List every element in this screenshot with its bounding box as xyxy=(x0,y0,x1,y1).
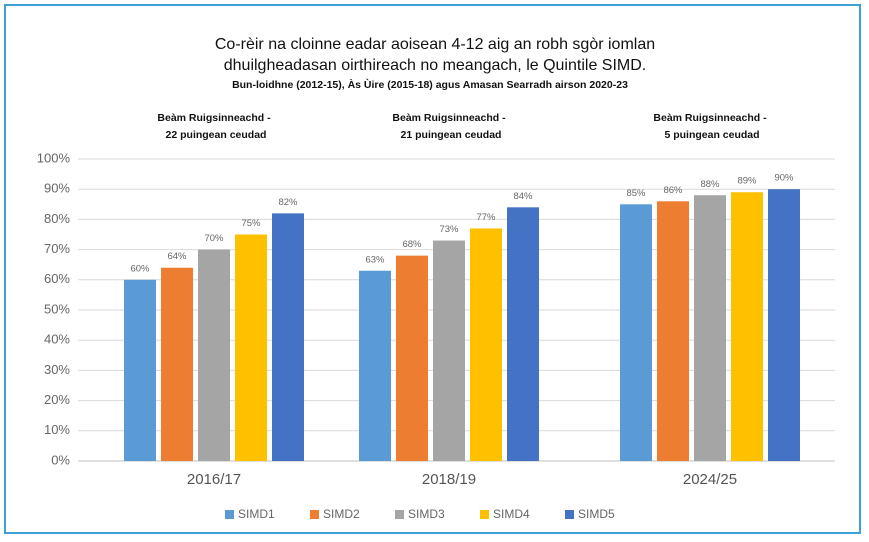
legend-swatch xyxy=(225,510,234,519)
value-label: 70% xyxy=(204,233,224,244)
y-tick-label: 90% xyxy=(44,181,70,196)
y-tick-label: 60% xyxy=(44,271,70,286)
y-tick-label: 10% xyxy=(44,422,70,437)
value-label: 90% xyxy=(774,173,794,184)
y-tick-label: 0% xyxy=(51,452,70,467)
y-tick-label: 40% xyxy=(44,332,70,347)
y-tick-label: 100% xyxy=(37,150,71,165)
value-label: 85% xyxy=(626,188,646,199)
bar xyxy=(235,234,267,461)
value-label: 68% xyxy=(402,239,422,250)
bar xyxy=(124,279,156,461)
y-tick-label: 50% xyxy=(44,301,70,316)
value-label: 82% xyxy=(278,197,298,208)
value-label: 88% xyxy=(700,179,720,190)
chart-subtitle: Bun-loidhne (2012-15), Às Ùire (2015-18)… xyxy=(232,79,628,91)
x-tick-label: 2016/17 xyxy=(187,471,241,488)
value-label: 84% xyxy=(513,191,533,202)
bar xyxy=(620,204,652,462)
annotation: 22 puingean ceudad xyxy=(166,129,267,141)
value-label: 77% xyxy=(476,212,496,223)
value-label: 63% xyxy=(365,254,385,265)
value-label: 89% xyxy=(737,176,757,187)
legend-label: SIMD2 xyxy=(323,507,360,521)
y-tick-label: 20% xyxy=(44,392,70,407)
x-tick-label: 2024/25 xyxy=(683,471,737,488)
value-label: 86% xyxy=(663,185,683,196)
bar xyxy=(731,192,763,461)
annotation: Beàm Ruigsinneachd - xyxy=(157,112,271,124)
legend-label: SIMD5 xyxy=(578,507,615,521)
legend-label: SIMD3 xyxy=(408,507,445,521)
bar xyxy=(161,267,193,461)
value-label: 75% xyxy=(241,218,261,229)
bar xyxy=(657,201,689,461)
legend-swatch xyxy=(565,510,574,519)
legend-swatch xyxy=(310,510,319,519)
annotation: 5 puingean ceudad xyxy=(664,129,759,141)
bar xyxy=(396,255,428,461)
legend-swatch xyxy=(395,510,404,519)
legend-label: SIMD1 xyxy=(238,507,275,521)
annotation: Beàm Ruigsinneachd - xyxy=(653,112,767,124)
value-label: 64% xyxy=(167,251,187,262)
bar xyxy=(470,228,502,461)
bar xyxy=(198,249,230,461)
x-tick-label: 2018/19 xyxy=(422,471,476,488)
annotation: 21 puingean ceudad xyxy=(401,129,502,141)
bar xyxy=(768,189,800,461)
bar xyxy=(272,213,304,461)
bar xyxy=(359,270,391,461)
chart-title: Co-rèir na cloinne eadar aoisean 4-12 ai… xyxy=(214,36,656,74)
annotation: Beàm Ruigsinneachd - xyxy=(392,112,506,124)
y-tick-label: 80% xyxy=(44,211,70,226)
bar xyxy=(694,195,726,462)
bar xyxy=(507,207,539,461)
y-tick-label: 30% xyxy=(44,362,70,377)
value-label: 73% xyxy=(439,224,459,235)
y-tick-label: 70% xyxy=(44,241,70,256)
legend-label: SIMD4 xyxy=(493,507,530,521)
legend-swatch xyxy=(480,510,489,519)
frame xyxy=(4,4,861,534)
bar xyxy=(433,240,465,461)
value-label: 60% xyxy=(130,263,150,274)
